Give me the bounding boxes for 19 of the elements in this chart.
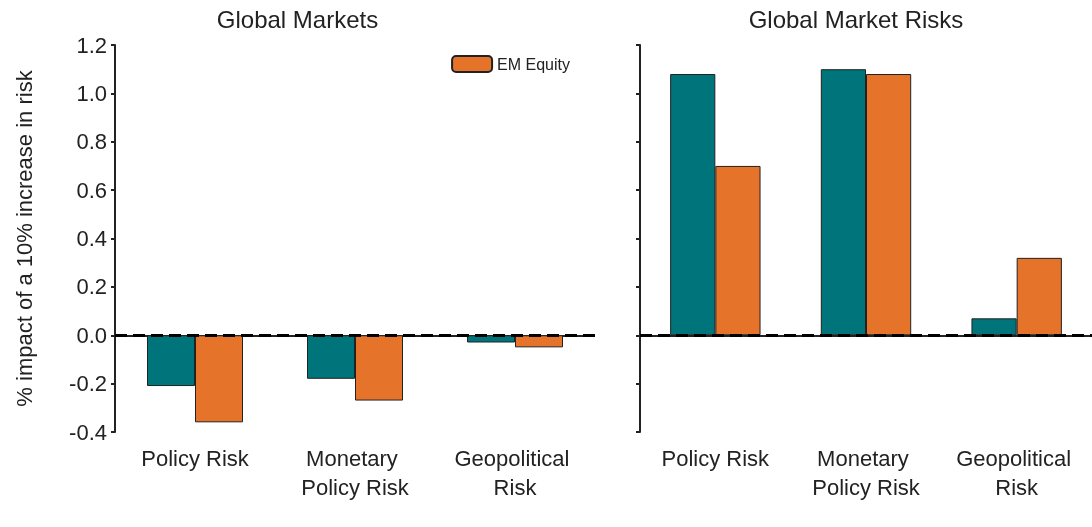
y-tick-label: 0.8 [76, 129, 107, 155]
x-tick-label: Monetary Policy Risk [301, 446, 410, 500]
x-tick-label: Monetary Policy Risk [812, 446, 921, 500]
chart-title: Global Market Risks [748, 5, 964, 33]
y-tick-label: 1.0 [76, 80, 107, 106]
y-tick-label: 0.2 [76, 274, 107, 300]
y-axis-title: % impact of a 10% increase in risk [11, 69, 37, 407]
y-tick-label: 0.6 [76, 177, 107, 203]
y-tick-label: 1.2 [76, 32, 107, 58]
x-tick-label: Policy Risk [661, 446, 771, 471]
legend-label: EM Equity [497, 55, 571, 73]
x-tick-label: Geopolitical Risk [454, 446, 576, 500]
y-tick-label: -0.2 [69, 371, 107, 397]
y-tick-label: -0.4 [69, 419, 107, 445]
chart-title: Global Markets [216, 5, 379, 33]
x-tick-label: Policy Risk [141, 446, 250, 471]
x-tick-label: Geopolitical Risk [956, 446, 1078, 500]
y-tick-label: 0.4 [76, 226, 107, 251]
y-tick-label: 0.0 [76, 322, 107, 348]
